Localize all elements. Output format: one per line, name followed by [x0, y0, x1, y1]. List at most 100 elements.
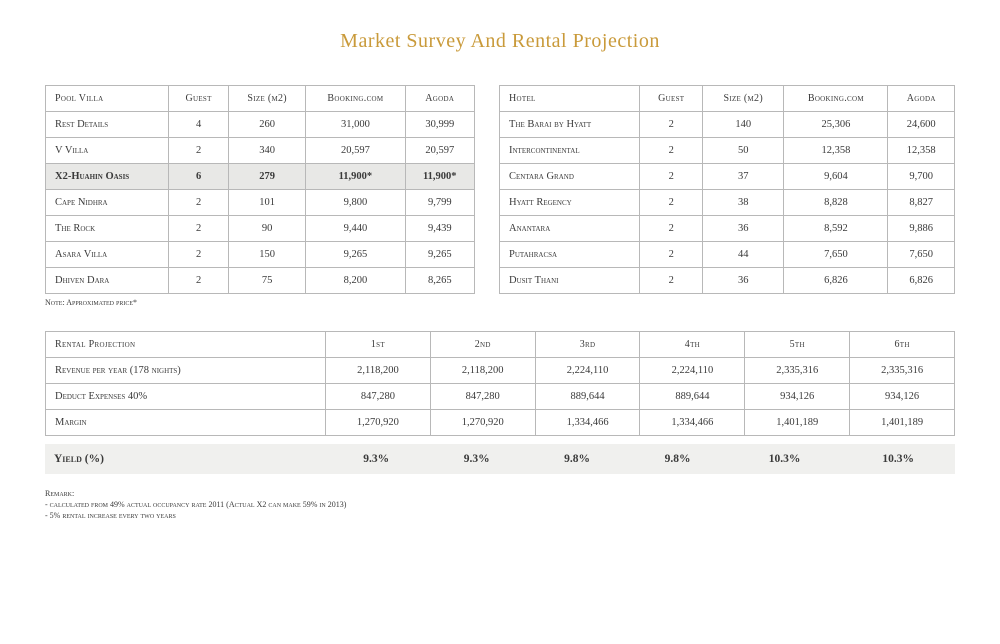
table-cell: Intercontinental	[500, 138, 640, 164]
table-row: Revenue per year (178 nights)2,118,200 2,…	[46, 358, 955, 384]
table-cell: 889,644	[640, 384, 745, 410]
pool-villa-table: Pool Villa Guest Size (m2) Booking.com A…	[45, 85, 475, 294]
table-cell: 2	[640, 164, 703, 190]
col-header: Booking.com	[306, 86, 405, 112]
table-cell: 9,265	[405, 242, 475, 268]
yield-value: 10.3%	[841, 444, 955, 474]
table-cell: Margin	[46, 410, 326, 436]
table-cell: 11,900*	[405, 164, 475, 190]
table-cell: 6,826	[784, 268, 888, 294]
page-title: Market Survey And Rental Projection	[45, 30, 955, 53]
table-cell: 2	[169, 138, 229, 164]
col-header: 1st	[326, 332, 431, 358]
table-cell: 11,900*	[306, 164, 405, 190]
table-row: Deduct Expenses 40%847,280847,280889,644…	[46, 384, 955, 410]
table-cell: 1,334,466	[535, 410, 640, 436]
table-cell: 9,604	[784, 164, 888, 190]
table-row: Cape Nidhra21019,8009,799	[46, 190, 475, 216]
table-cell: 30,999	[405, 112, 475, 138]
hotel-table-wrap: Hotel Guest Size (m2) Booking.com Agoda …	[499, 85, 955, 294]
table-cell: 90	[228, 216, 305, 242]
table-row: Intercontinental25012,35812,358	[500, 138, 955, 164]
table-cell: 1,401,189	[745, 410, 850, 436]
table-cell: Dhiven Dara	[46, 268, 169, 294]
table-cell: Putahracsa	[500, 242, 640, 268]
table-cell: 20,597	[405, 138, 475, 164]
col-header: Hotel	[500, 86, 640, 112]
rental-projection-table: Rental Projection 1st 2nd 3rd 4th 5th 6t…	[45, 331, 955, 436]
table-cell: 8,827	[888, 190, 955, 216]
col-header: Agoda	[405, 86, 475, 112]
table-cell: 9,886	[888, 216, 955, 242]
table-row: Centara Grand2379,6049,700	[500, 164, 955, 190]
remarks-heading: Remark:	[45, 488, 955, 499]
table-cell: 1,270,920	[326, 410, 431, 436]
table-cell: The Rock	[46, 216, 169, 242]
table-row: The Barai by Hyatt214025,30624,600	[500, 112, 955, 138]
col-header: Size (m2)	[228, 86, 305, 112]
table-cell: Dusit Thani	[500, 268, 640, 294]
table-cell: 9,440	[306, 216, 405, 242]
remarks-line: - 5% rental increase every two years	[45, 510, 955, 521]
table-cell: 9,700	[888, 164, 955, 190]
hotel-table: Hotel Guest Size (m2) Booking.com Agoda …	[499, 85, 955, 294]
survey-tables-row: Pool Villa Guest Size (m2) Booking.com A…	[45, 85, 955, 294]
table-cell: Deduct Expenses 40%	[46, 384, 326, 410]
yield-row: Yield (%) 9.3% 9.3% 9.8% 9.8% 10.3% 10.3…	[45, 444, 955, 474]
yield-value: 10.3%	[728, 444, 842, 474]
table-cell: 2	[169, 242, 229, 268]
table-cell: 2	[640, 138, 703, 164]
yield-value: 9.8%	[527, 444, 627, 474]
table-cell: 2,118,200	[326, 358, 431, 384]
table-cell: V Villa	[46, 138, 169, 164]
col-header: 6th	[850, 332, 955, 358]
table-row: The Rock2909,4409,439	[46, 216, 475, 242]
table-cell: 2	[169, 216, 229, 242]
table-cell: 8,200	[306, 268, 405, 294]
table-cell: 44	[703, 242, 784, 268]
table-header-row: Hotel Guest Size (m2) Booking.com Agoda	[500, 86, 955, 112]
table-cell: 8,265	[405, 268, 475, 294]
table-cell: Rest Details	[46, 112, 169, 138]
table-cell: 2	[169, 268, 229, 294]
table-cell: 2,224,110	[640, 358, 745, 384]
yield-label: Yield (%)	[45, 444, 326, 474]
table-cell: X2-Huahin Oasis	[46, 164, 169, 190]
table-cell: 2	[640, 112, 703, 138]
col-header: 3rd	[535, 332, 640, 358]
table-cell: 4	[169, 112, 229, 138]
table-row: Margin1,270,9201,270,9201,334,4661,334,4…	[46, 410, 955, 436]
table-row: Asara Villa21509,2659,265	[46, 242, 475, 268]
table-cell: 101	[228, 190, 305, 216]
table-cell: 20,597	[306, 138, 405, 164]
table-cell: 847,280	[326, 384, 431, 410]
yield-value: 9.3%	[426, 444, 526, 474]
table-cell: 2	[640, 268, 703, 294]
table-row: X2-Huahin Oasis627911,900*11,900*	[46, 164, 475, 190]
table-cell: Revenue per year (178 nights)	[46, 358, 326, 384]
table-row: Rest Details426031,00030,999	[46, 112, 475, 138]
col-header: Pool Villa	[46, 86, 169, 112]
table-cell: 934,126	[745, 384, 850, 410]
table-header-row: Pool Villa Guest Size (m2) Booking.com A…	[46, 86, 475, 112]
table-cell: 1,334,466	[640, 410, 745, 436]
table-cell: 847,280	[430, 384, 535, 410]
col-header: Size (m2)	[703, 86, 784, 112]
table-cell: 31,000	[306, 112, 405, 138]
table-cell: 934,126	[850, 384, 955, 410]
table-row: V Villa234020,59720,597	[46, 138, 475, 164]
yield-value: 9.8%	[627, 444, 727, 474]
table-cell: 24,600	[888, 112, 955, 138]
remarks-line: - calculated from 49% actual occupancy r…	[45, 499, 955, 510]
table-cell: 1,270,920	[430, 410, 535, 436]
col-header: 4th	[640, 332, 745, 358]
table-cell: Centara Grand	[500, 164, 640, 190]
table-cell: Asara Villa	[46, 242, 169, 268]
table-cell: 36	[703, 268, 784, 294]
table-cell: 2,335,316	[745, 358, 850, 384]
table-cell: 6,826	[888, 268, 955, 294]
table-cell: Hyatt Regency	[500, 190, 640, 216]
col-header: Rental Projection	[46, 332, 326, 358]
table-cell: 9,265	[306, 242, 405, 268]
table-cell: 2	[640, 190, 703, 216]
